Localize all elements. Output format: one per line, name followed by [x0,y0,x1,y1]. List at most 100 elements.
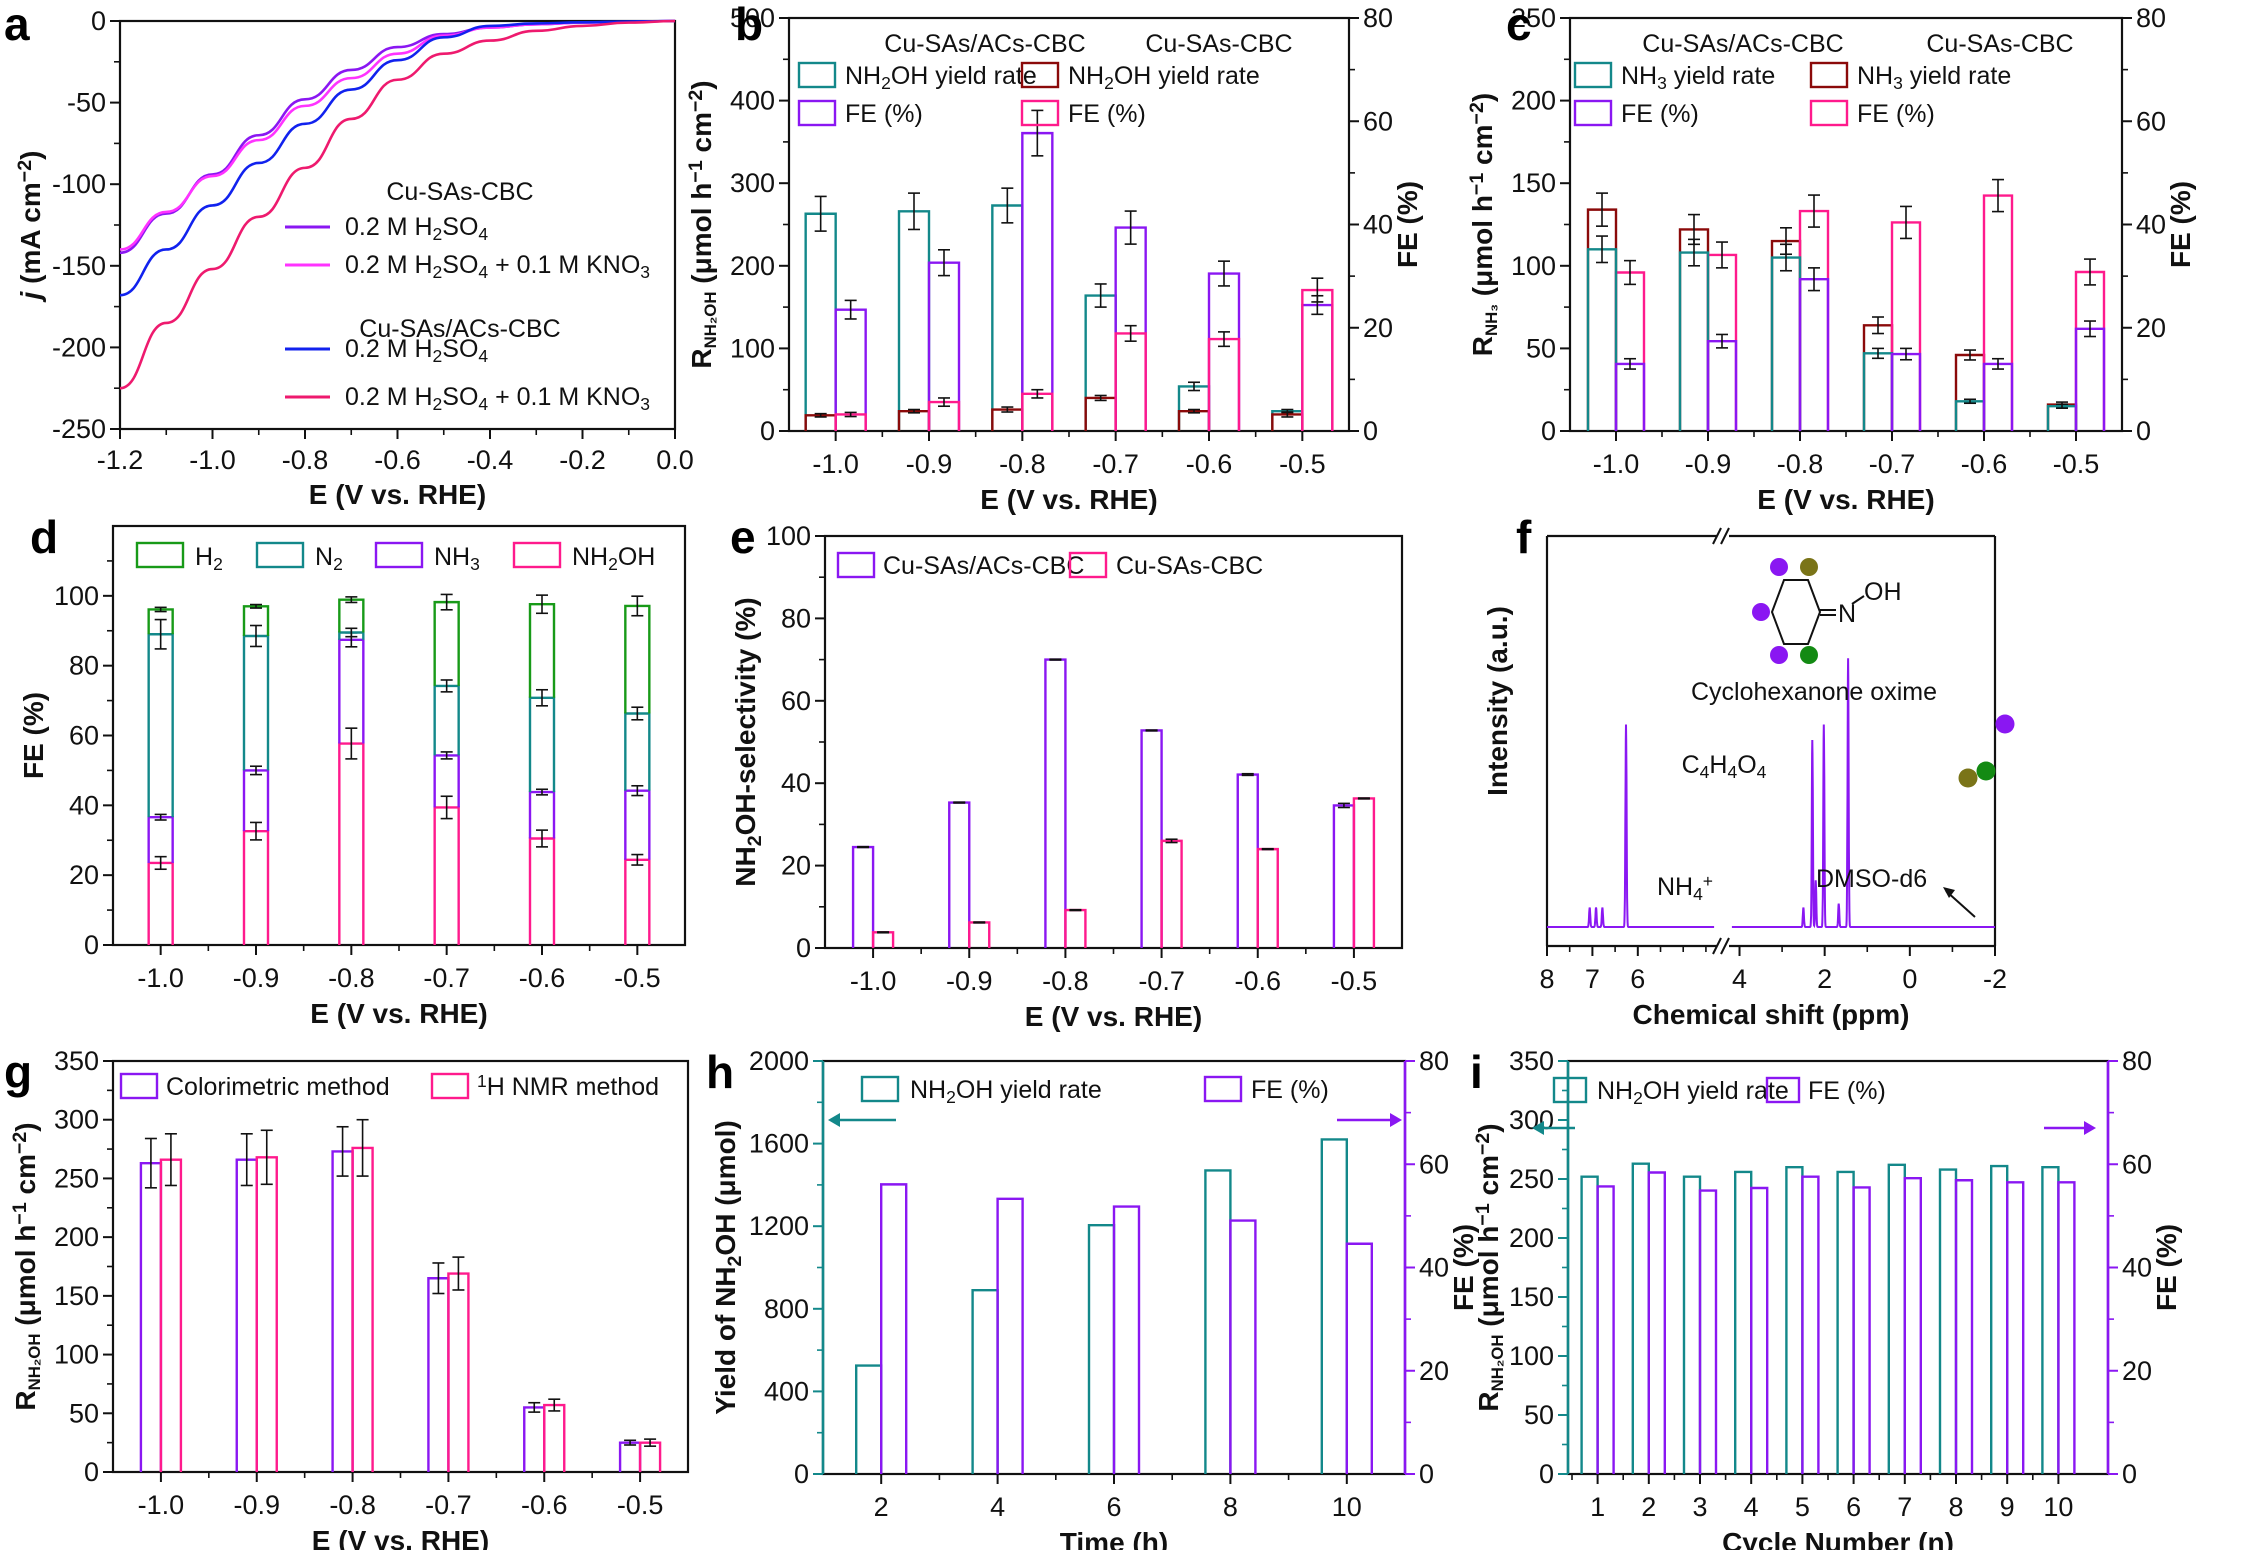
bar [1084,294,1117,431]
text-run: (μmol h [1467,195,1498,304]
bar [968,921,991,948]
y-tick-label: 40 [781,768,811,798]
text-run: C [1682,751,1700,779]
x-tick-label: -0.8 [1042,966,1089,996]
y2-tick-label: 40 [1363,210,1393,240]
text-run: −1 [685,160,707,182]
legend-swatch [1809,61,1849,89]
legend-group-title: Cu-SAs-CBC [386,178,533,206]
y-tick-label: 100 [766,521,811,551]
text-run: NH [845,62,881,90]
x-axis-label: Chemical shift (ppm) [1633,999,1910,1030]
legend-swatch [1573,61,1613,89]
x-tick-label: 5 [1795,1492,1810,1522]
x-tick-label: -0.6 [521,1490,568,1520]
x-tick-label: -0.2 [559,445,606,475]
x-tick-label: -0.9 [906,449,953,479]
bar [1890,221,1922,431]
x-axis-label: Time (h) [1060,1527,1168,1550]
text-run: ) [1467,93,1498,102]
y-tick-label: 20 [69,860,99,890]
y-tick-label: 50 [1526,333,1556,363]
bar [1647,1171,1666,1474]
y-tick-label: 200 [54,1222,99,1252]
bar [1682,1175,1702,1474]
y2-axis-label: FE (%) [1448,1224,1479,1311]
x-axis-label: E (V vs. RHE) [980,484,1157,515]
x-tick-label: -1.0 [189,445,236,475]
series-line [119,19,676,297]
text-run: cm [1473,1155,1504,1203]
y-tick-label: 60 [781,686,811,716]
y-tick-label: 300 [1509,1105,1554,1135]
bar [1890,352,1922,431]
text-run: FE (%) [1621,100,1699,128]
series-line [119,19,676,390]
text-run: 2 [744,835,766,846]
y-tick-label: 300 [54,1105,99,1135]
bar [1229,1219,1257,1474]
legend-group-title: Cu-SAs-CBC [1145,30,1292,58]
x-tick-label: -0.8 [1777,449,1824,479]
text-run: 4 [1700,762,1710,782]
y2-tick-label: 20 [2136,313,2166,343]
text-run: R [1467,336,1498,356]
legend-swatch [1068,551,1108,579]
x-tick-label: -1.0 [1593,449,1640,479]
y2-axis-label: FE (%) [1392,181,1423,268]
text-run: 2 [608,554,618,574]
x-axis-label: Cycle Number (n) [1722,1527,1954,1550]
legend-label: 1H NMR method [477,1071,659,1101]
text-run: ) [10,1122,41,1131]
bar [1698,1189,1718,1474]
arrow-left-icon [1532,1121,1544,1135]
bar [1087,1223,1116,1474]
text-run: 2 [433,394,443,414]
legend-swatch [1020,99,1060,127]
text-run: Yield of NH [710,1266,741,1414]
panel-b: 0 100 200 300 400 500 0 20 40 60 80 -1.0 -0.9 -0.8 -0.… [685,0,1423,515]
x-tick-label: 7 [1585,964,1600,994]
bar [1614,362,1646,431]
stacked-bar-segment [433,600,460,686]
y2-tick-label: 40 [2122,1253,2152,1283]
bar [804,212,837,431]
bar [1954,400,1986,431]
text-run: O [1737,751,1756,779]
legend: Cu-SAs/ACs-CBC Cu-SAs-CBC [836,551,1263,580]
bar [971,1289,999,1474]
bar [1596,1185,1615,1474]
text-run: H [1709,751,1727,779]
x-tick-label: -1.0 [137,963,184,993]
x-tick-label: -0.6 [1961,449,2008,479]
bar [1320,1138,1348,1474]
bar [1021,131,1054,431]
text-run: (μmol h [1473,1226,1504,1335]
nmr-spectrum-line [1547,724,1715,928]
text-run: 1 [477,1071,487,1091]
panel-e: 0 20 40 60 80 100 -1.0 -0.9 -0.8 -0.7 -0.6 -0.5 E (V… [730,511,1404,1032]
legend-label: 0.2 M H2SO4 [345,335,488,366]
annotation-c4h4o4: C4H4O4 [1682,751,1767,782]
position-marker-dot [1770,646,1788,664]
x-tick-label: -0.5 [2053,449,2100,479]
bar [1836,1170,1855,1474]
y2-tick-label: 80 [2136,3,2166,33]
y-tick-label: 1600 [749,1129,809,1159]
y-axis-label: FE (%) [18,692,49,779]
y-tick-label: -250 [52,414,106,444]
text-run: ) [686,80,717,89]
y-axis-label: j (mA cm−2) [14,151,46,304]
legend: H2 N2 NH3 NH2OH [135,541,655,574]
x-axis-label: E (V vs. RHE) [309,479,486,510]
y-axis-label: RNH₂OH (μmol h−1 cm−2) [685,80,720,368]
y-tick-label: 80 [781,603,811,633]
legend-label: NH3 [434,543,480,574]
bar [1044,658,1067,948]
annotation-dmso: DMSO-d6 [1816,865,1927,893]
x-tick-label: 10 [1332,1492,1362,1522]
panel-label: c [1506,0,1532,50]
position-marker-dot [1800,646,1818,664]
legend-swatch [430,1072,470,1100]
x-tick-label: -0.7 [1869,449,1916,479]
